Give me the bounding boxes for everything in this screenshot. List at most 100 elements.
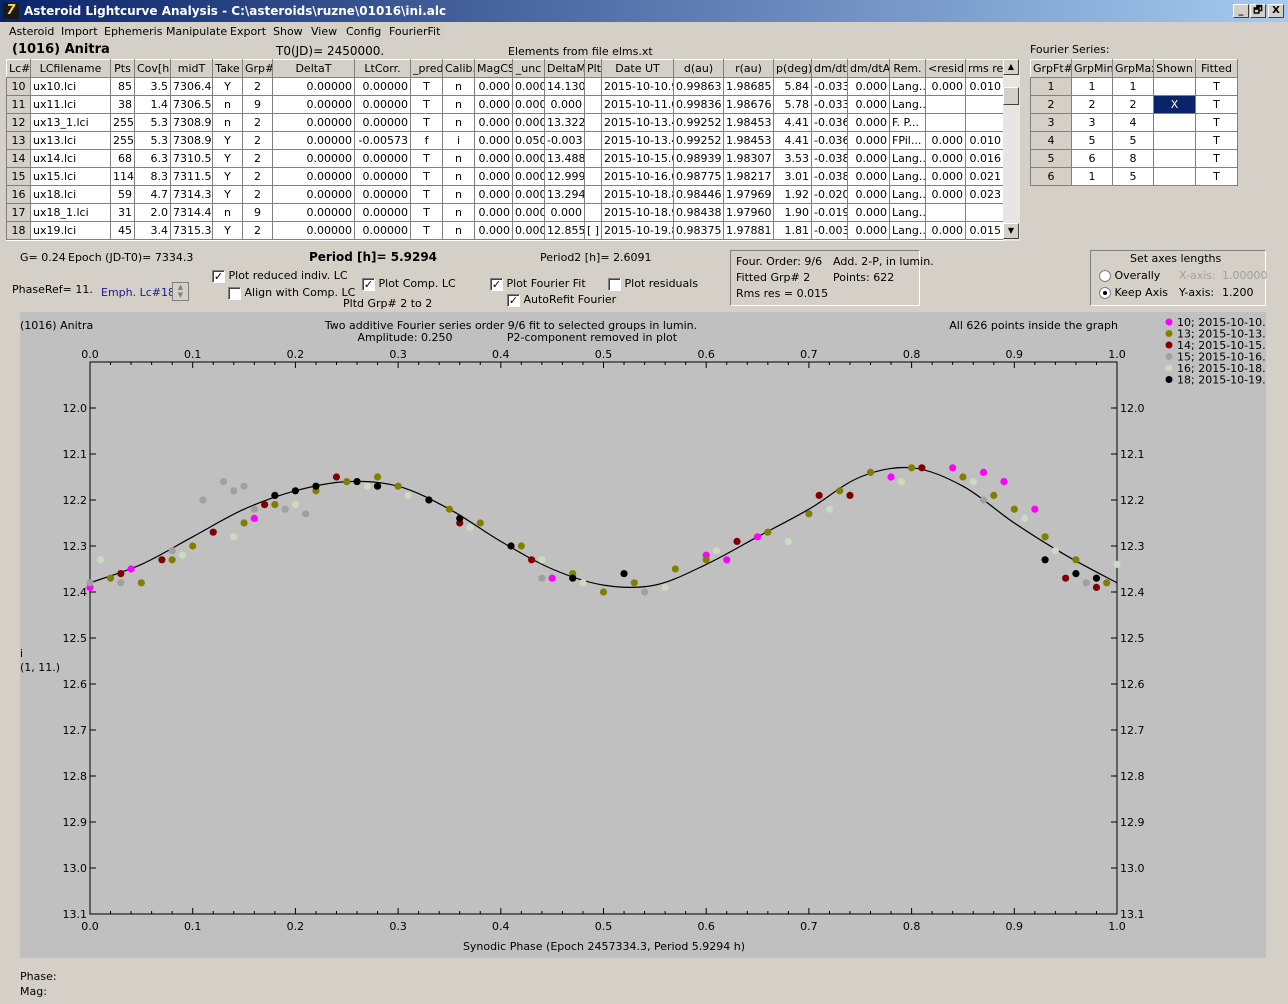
lc-col-header[interactable]: DeltaM (544, 59, 585, 78)
table-cell[interactable]: 0.000 (544, 203, 585, 222)
table-cell[interactable]: 0.000 (847, 185, 890, 204)
table-cell[interactable]: 13.294 (544, 185, 585, 204)
table-cell[interactable]: 0.000 (925, 185, 966, 204)
table-cell[interactable] (584, 203, 602, 222)
table-cell[interactable]: n (442, 95, 475, 114)
table-cell[interactable]: 2015-10-10.9 (601, 77, 674, 96)
table-cell[interactable]: 0.00000 (354, 149, 411, 168)
lc-col-header[interactable]: Lc# (6, 59, 31, 78)
fourier-cell[interactable]: 5 (1071, 131, 1113, 150)
y-axis-input[interactable]: 1.200 (1222, 286, 1254, 299)
table-cell[interactable]: 0.000 (544, 95, 585, 114)
table-cell[interactable]: 0.000 (512, 221, 545, 240)
table-cell[interactable]: 7306.5 (170, 95, 213, 114)
menu-manipulate[interactable]: Manipulate (166, 25, 228, 38)
menu-export[interactable]: Export (230, 25, 267, 38)
lc-col-header[interactable]: LtCorr. (354, 59, 411, 78)
table-cell[interactable]: 14.130 (544, 77, 585, 96)
table-cell[interactable]: 6.3 (134, 149, 171, 168)
fourier-cell[interactable]: 1 (1112, 77, 1154, 96)
table-cell[interactable]: 9 (242, 203, 273, 222)
menu-asteroid[interactable]: Asteroid (9, 25, 55, 38)
table-cell[interactable]: 1.98453 (723, 131, 774, 150)
table-cell[interactable]: 13 (6, 131, 31, 150)
table-cell[interactable]: 0.023 (965, 185, 1004, 204)
menu-config[interactable]: Config (346, 25, 382, 38)
table-cell[interactable]: 2015-10-13.4 (601, 131, 674, 150)
table-cell[interactable]: Lang... (889, 149, 926, 168)
table-cell[interactable]: 1.98453 (723, 113, 774, 132)
table-cell[interactable]: -0.020 (811, 185, 848, 204)
table-cell[interactable]: 1.4 (134, 95, 171, 114)
table-cell[interactable]: 3.01 (773, 167, 812, 186)
table-cell[interactable]: -0.00573 (354, 131, 411, 150)
table-cell[interactable]: Lang... (889, 95, 926, 114)
table-cell[interactable]: 0.000 (925, 221, 966, 240)
table-cell[interactable]: 0.000 (474, 149, 513, 168)
lightcurve-plot[interactable]: (1016) Anitra Two additive Fourier serie… (20, 312, 1273, 958)
table-cell[interactable]: n (442, 185, 475, 204)
lc-col-header[interactable]: Cov[h] (134, 59, 171, 78)
table-cell[interactable]: T (410, 113, 443, 132)
table-cell[interactable]: ux10.lci (30, 77, 111, 96)
table-cell[interactable]: 2015-10-11.0 (601, 95, 674, 114)
table-cell[interactable]: n (442, 77, 475, 96)
table-cell[interactable]: n (442, 221, 475, 240)
table-cell[interactable]: 5.84 (773, 77, 812, 96)
table-cell[interactable]: 13.488 (544, 149, 585, 168)
lc-col-header[interactable]: _pred. (410, 59, 443, 78)
table-cell[interactable]: 7306.4 (170, 77, 213, 96)
table-cell[interactable]: n (442, 203, 475, 222)
table-cell[interactable]: 4.7 (134, 185, 171, 204)
table-cell[interactable]: 1.92 (773, 185, 812, 204)
table-cell[interactable]: ux14.lci (30, 149, 111, 168)
table-cell[interactable]: -0.038 (811, 149, 848, 168)
fourier-cell[interactable]: 1 (1030, 77, 1072, 96)
table-cell[interactable]: 59 (110, 185, 135, 204)
lc-col-header[interactable]: Pts (110, 59, 135, 78)
table-cell[interactable]: -0.003 (811, 221, 848, 240)
table-cell[interactable]: 255 (110, 131, 135, 150)
fourier-cell[interactable] (1153, 113, 1196, 132)
table-cell[interactable]: 0.98446 (673, 185, 724, 204)
table-cell[interactable]: Y (212, 131, 243, 150)
table-cell[interactable]: 7310.5 (170, 149, 213, 168)
table-cell[interactable]: T (410, 203, 443, 222)
table-cell[interactable]: 0.00000 (354, 167, 411, 186)
fourier-cell[interactable]: 3 (1071, 113, 1113, 132)
table-cell[interactable]: ux13_1.lci (30, 113, 111, 132)
fourier-cell[interactable]: 8 (1112, 149, 1154, 168)
table-cell[interactable]: 1.97969 (723, 185, 774, 204)
table-cell[interactable] (584, 149, 602, 168)
table-cell[interactable]: 0.000 (512, 113, 545, 132)
fourier-cell[interactable]: 4 (1030, 131, 1072, 150)
table-cell[interactable]: 0.000 (474, 131, 513, 150)
table-cell[interactable]: Y (212, 221, 243, 240)
table-cell[interactable]: Lang... (889, 185, 926, 204)
table-cell[interactable]: 3.4 (134, 221, 171, 240)
fourier-cell[interactable]: 5 (1030, 149, 1072, 168)
fourier-cell[interactable]: 1 (1071, 77, 1113, 96)
table-cell[interactable]: Y (212, 167, 243, 186)
table-cell[interactable]: 38 (110, 95, 135, 114)
table-cell[interactable]: 7308.9 (170, 113, 213, 132)
fourier-cell[interactable]: 4 (1112, 113, 1154, 132)
table-cell[interactable]: 1.97881 (723, 221, 774, 240)
lc-col-header[interactable]: _unc (512, 59, 545, 78)
table-cell[interactable]: Lang... (889, 203, 926, 222)
table-cell[interactable]: 7314.3 (170, 185, 213, 204)
table-cell[interactable]: 2 (242, 185, 273, 204)
table-cell[interactable] (925, 113, 966, 132)
lc-col-header[interactable]: r(au) (723, 59, 774, 78)
table-cell[interactable] (965, 113, 1004, 132)
table-cell[interactable]: 0.000 (474, 185, 513, 204)
table-cell[interactable]: 14 (6, 149, 31, 168)
table-cell[interactable]: n (212, 203, 243, 222)
table-cell[interactable]: T (410, 185, 443, 204)
table-cell[interactable]: 18 (6, 221, 31, 240)
table-cell[interactable]: 4.41 (773, 113, 812, 132)
